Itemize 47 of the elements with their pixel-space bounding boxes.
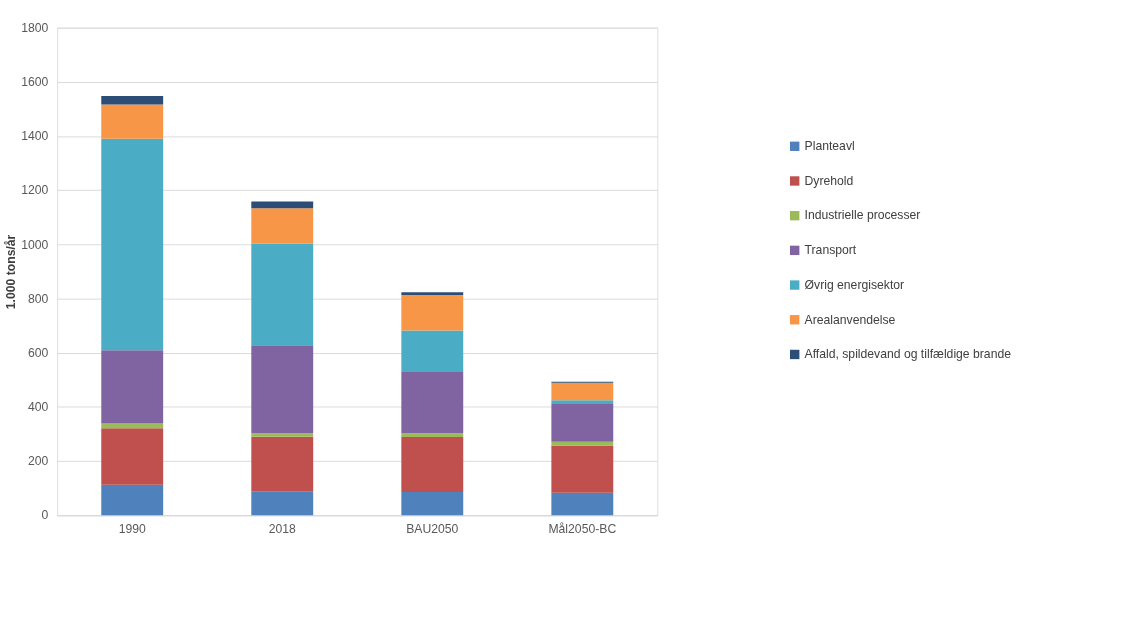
legend-label: Arealanvendelse <box>804 312 896 327</box>
x-tick-label: 1990 <box>118 521 146 536</box>
y-tick-label: 1600 <box>21 75 49 90</box>
y-tick-label: 1800 <box>21 20 49 35</box>
bar <box>101 350 164 424</box>
bar <box>551 445 614 493</box>
legend-label: Dyrehold <box>804 173 854 188</box>
bar <box>101 104 164 139</box>
y-tick-label: 1200 <box>21 183 49 198</box>
bar <box>251 243 314 346</box>
bar <box>551 382 614 401</box>
legend-label: Industrielle processer <box>804 208 921 223</box>
bar <box>101 428 164 485</box>
y-tick-label: 600 <box>27 345 49 360</box>
bar <box>401 292 464 296</box>
y-tick-label: 800 <box>27 291 49 306</box>
legend-label: Transport <box>804 243 857 258</box>
x-tick-label: BAU2050 <box>406 521 459 536</box>
bar <box>101 138 164 351</box>
bar <box>401 433 464 437</box>
bar <box>251 208 314 244</box>
y-tick-label: 1000 <box>21 237 49 252</box>
bar <box>401 371 464 434</box>
y-axis-title: 1.000 tons/år <box>3 234 18 310</box>
y-tick-label: 400 <box>27 400 49 415</box>
bar <box>101 423 164 429</box>
y-tick-label: 0 <box>41 508 49 523</box>
bar <box>551 403 614 442</box>
bar <box>401 330 464 372</box>
y-tick-label: 1400 <box>21 129 49 144</box>
bar <box>251 491 314 516</box>
x-tick-label: Mål2050-BC <box>548 521 617 536</box>
bar <box>251 345 314 434</box>
legend-label: Planteavl <box>804 139 855 154</box>
x-tick-label: 2018 <box>268 521 297 536</box>
bar <box>251 436 314 492</box>
bar <box>401 491 464 516</box>
bar <box>401 295 464 331</box>
bar <box>251 433 314 437</box>
y-tick-label: 200 <box>27 454 49 469</box>
legend-label: Øvrig energisektor <box>804 277 905 292</box>
bar <box>551 400 614 404</box>
legend-label: Affald, spildevand og tilfældige brande <box>804 347 1012 362</box>
bar <box>101 484 164 516</box>
bar <box>551 492 614 516</box>
bar <box>101 95 164 105</box>
bar <box>401 436 464 492</box>
